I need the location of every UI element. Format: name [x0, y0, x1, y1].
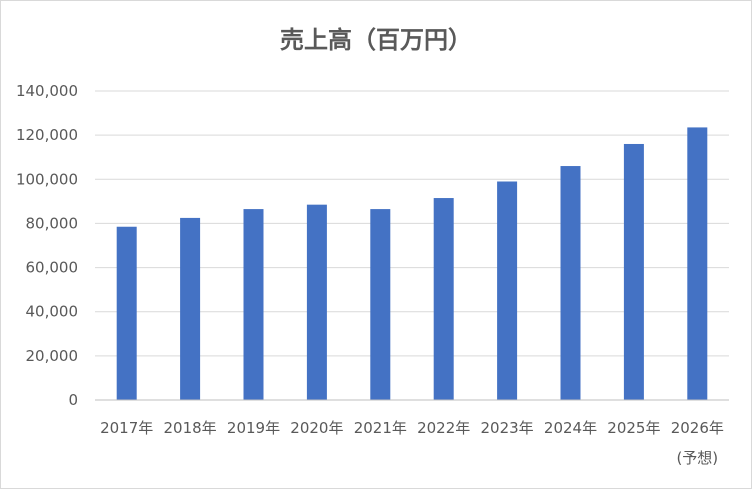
x-axis-ticks: 2017年 2018年 2019年 2020年 2021年 2022年 2023年 2024年…: [100, 419, 724, 467]
bar-2017年: [116, 226, 137, 400]
x-tick-label: 2025年: [607, 419, 660, 437]
y-axis-ticks: 0 20,000 40,000 60,000 80,000 100,000 120,000 1…: [16, 82, 78, 409]
x-tick-label: 2020年: [290, 419, 343, 437]
chart-title: 売上高（百万円）: [280, 26, 472, 54]
bar-2022年: [433, 198, 454, 400]
y-tick-label: 20,000: [26, 347, 79, 365]
x-tick-label: 2024年: [544, 419, 597, 437]
bar-2025年: [623, 143, 644, 400]
bar-2023年: [497, 181, 518, 400]
y-tick-label: 0: [68, 391, 78, 409]
x-tick-label: 2022年: [417, 419, 470, 437]
y-tick-label: 60,000: [26, 259, 79, 277]
bar-2024年: [560, 166, 581, 400]
y-tick-label: 140,000: [16, 82, 78, 100]
bar-2019年: [243, 209, 264, 400]
x-tick-label: 2023年: [481, 419, 534, 437]
y-tick-label: 40,000: [26, 303, 79, 321]
gridlines: [95, 90, 729, 357]
bar-2020年: [306, 204, 327, 400]
bar-2026年: [687, 127, 708, 401]
x-tick-label: 2021年: [354, 419, 407, 437]
x-tick-label: 2017年: [100, 419, 153, 437]
x-tick-label: 2019年: [227, 419, 280, 437]
bar-2021年: [370, 209, 391, 400]
y-tick-label: 100,000: [16, 170, 78, 188]
x-tick-label: 2018年: [164, 419, 217, 437]
y-tick-label: 120,000: [16, 126, 78, 144]
x-tick-label: 2026年: [671, 419, 724, 437]
y-tick-label: 80,000: [26, 214, 79, 232]
x-tick-note: (予想): [676, 449, 718, 467]
bar-2018年: [180, 217, 201, 400]
bars: [116, 127, 708, 401]
